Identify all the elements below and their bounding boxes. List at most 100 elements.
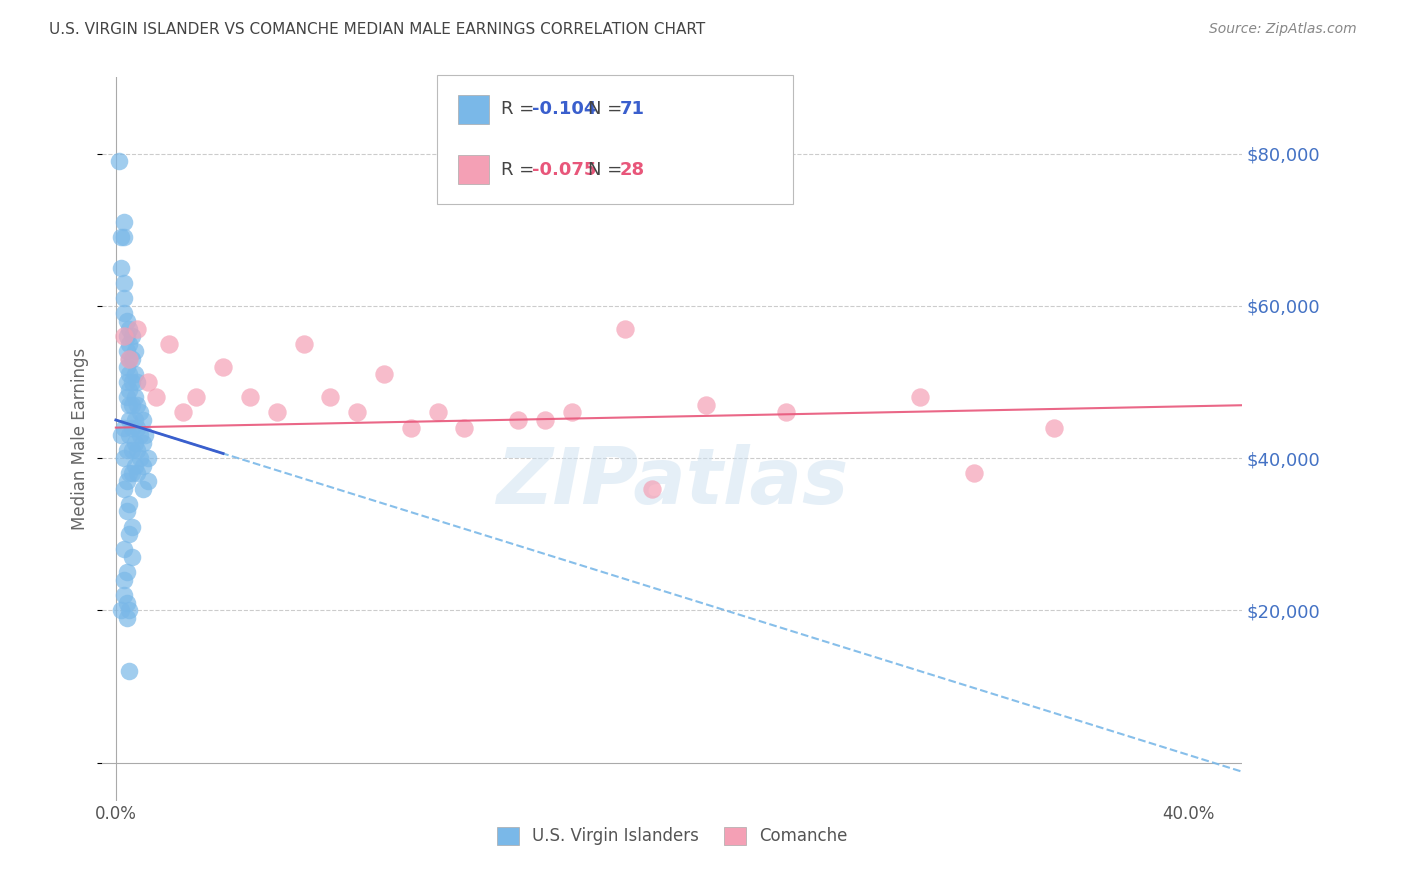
Point (127, 443, 149, 458)
Point (115, 314, 138, 328)
Point (266, 405, 288, 419)
Point (127, 375, 149, 389)
Point (129, 451, 152, 466)
Point (115, 390, 138, 404)
Point (561, 405, 583, 419)
Point (112, 291, 135, 305)
Point (121, 375, 143, 389)
Point (118, 603, 141, 617)
Text: U.S. VIRGIN ISLANDER VS COMANCHE MEDIAN MALE EARNINGS CORRELATION CHART: U.S. VIRGIN ISLANDER VS COMANCHE MEDIAN … (49, 22, 706, 37)
Point (614, 321, 637, 335)
Y-axis label: Median Male Earnings: Median Male Earnings (72, 348, 89, 530)
Point (131, 482, 153, 496)
Point (112, 230, 135, 244)
Point (118, 383, 141, 397)
Point (124, 368, 146, 382)
Point (115, 611, 138, 625)
Point (399, 420, 422, 434)
Point (239, 390, 262, 404)
Point (136, 451, 159, 466)
Point (1043, 420, 1066, 434)
Point (212, 359, 235, 374)
Point (292, 337, 315, 351)
Point (110, 230, 132, 244)
Point (775, 405, 797, 419)
Point (118, 664, 141, 678)
Point (129, 428, 152, 442)
Point (131, 435, 153, 450)
Text: R =: R = (501, 161, 540, 178)
Point (118, 428, 141, 442)
Point (112, 451, 135, 466)
Point (134, 428, 156, 442)
Point (112, 329, 135, 343)
Point (346, 405, 368, 419)
Point (112, 276, 135, 290)
Text: N =: N = (588, 100, 627, 119)
Point (131, 458, 153, 473)
Point (118, 352, 141, 367)
Point (118, 368, 141, 382)
Text: ZIPatlas: ZIPatlas (496, 444, 848, 520)
Text: -0.104: -0.104 (531, 100, 596, 119)
Text: 71: 71 (620, 100, 645, 119)
Point (319, 390, 342, 404)
Point (963, 467, 986, 481)
Point (118, 413, 141, 427)
Point (115, 443, 138, 458)
Point (426, 405, 449, 419)
Point (129, 405, 152, 419)
Point (159, 337, 181, 351)
Point (115, 329, 138, 343)
Point (506, 413, 529, 427)
Point (127, 467, 149, 481)
Point (118, 321, 141, 335)
Point (107, 154, 129, 169)
Point (373, 368, 395, 382)
Point (124, 390, 146, 404)
Point (115, 596, 138, 610)
Point (115, 474, 138, 488)
Point (121, 549, 143, 564)
Point (112, 573, 135, 587)
Point (118, 352, 141, 367)
Text: Source: ZipAtlas.com: Source: ZipAtlas.com (1209, 22, 1357, 37)
Point (121, 352, 143, 367)
Point (115, 359, 138, 374)
Point (115, 504, 138, 518)
Point (124, 458, 146, 473)
Point (112, 588, 135, 602)
Point (118, 467, 141, 481)
Point (127, 420, 149, 434)
Point (115, 375, 138, 389)
Point (112, 542, 135, 557)
Point (124, 413, 146, 427)
Text: -0.075: -0.075 (531, 161, 596, 178)
Legend: U.S. Virgin Islanders, Comanche: U.S. Virgin Islanders, Comanche (489, 819, 856, 854)
Point (121, 398, 143, 412)
Point (641, 482, 664, 496)
Point (121, 329, 143, 343)
Point (112, 306, 135, 320)
Point (110, 603, 132, 617)
Point (112, 482, 135, 496)
Point (118, 337, 141, 351)
Text: R =: R = (501, 100, 540, 119)
Point (124, 344, 146, 359)
Point (112, 420, 135, 434)
Point (136, 375, 159, 389)
Point (118, 527, 141, 541)
Point (118, 398, 141, 412)
Point (695, 398, 717, 412)
Point (118, 497, 141, 511)
Point (145, 390, 167, 404)
Point (131, 413, 153, 427)
Point (127, 321, 149, 335)
Point (172, 405, 194, 419)
Point (534, 413, 557, 427)
Point (115, 344, 138, 359)
Point (121, 420, 143, 434)
Point (910, 390, 932, 404)
Point (127, 398, 149, 412)
Point (121, 443, 143, 458)
